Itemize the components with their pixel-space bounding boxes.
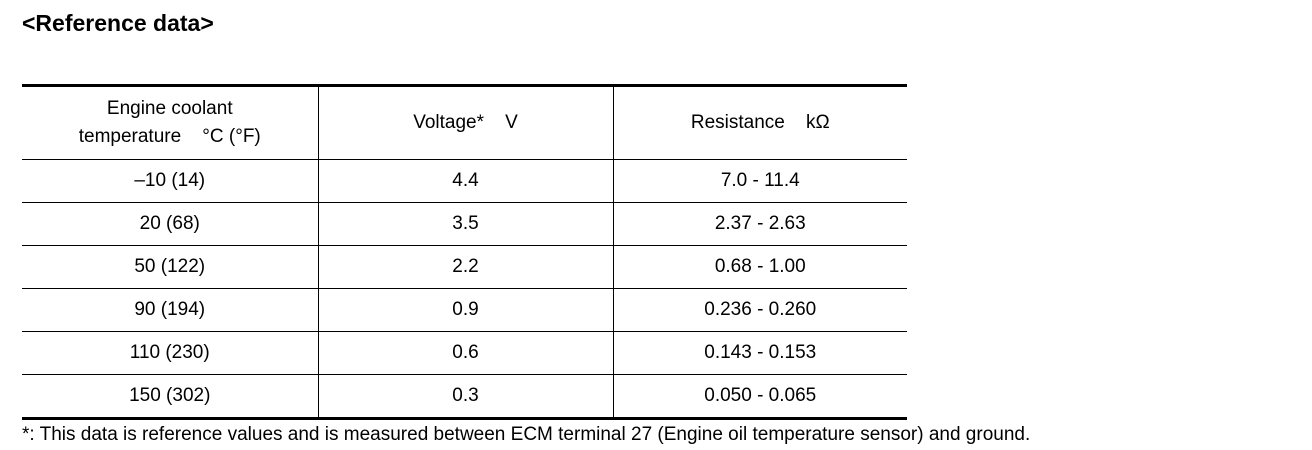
footnote: *: This data is reference values and is … — [22, 424, 1031, 445]
table-row: 150 (302) 0.3 0.050 - 0.065 — [22, 374, 907, 420]
voltage-cell: 0.6 — [317, 331, 613, 375]
temperature-cell: –10 (14) — [22, 159, 318, 203]
temperature-column-header: Engine coolant temperature °C (°F) — [22, 84, 318, 160]
table-row: 50 (122) 2.2 0.68 - 1.00 — [22, 245, 907, 289]
resistance-cell: 2.37 - 2.63 — [612, 202, 907, 246]
voltage-cell: 0.9 — [317, 288, 613, 332]
voltage-cell: 4.4 — [317, 159, 613, 203]
table-row: –10 (14) 4.4 7.0 - 11.4 — [22, 159, 907, 203]
page-title: <Reference data> — [22, 10, 214, 36]
voltage-cell: 3.5 — [317, 202, 613, 246]
reference-data-table: Engine coolant temperature °C (°F) Volta… — [22, 84, 907, 420]
resistance-cell: 0.236 - 0.260 — [612, 288, 907, 332]
voltage-cell: 0.3 — [317, 374, 613, 420]
voltage-cell: 2.2 — [317, 245, 613, 289]
resistance-cell: 7.0 - 11.4 — [612, 159, 907, 203]
temperature-cell: 50 (122) — [22, 245, 318, 289]
table-row: 110 (230) 0.6 0.143 - 0.153 — [22, 331, 907, 375]
temperature-cell: 90 (194) — [22, 288, 318, 332]
temperature-header-line1: Engine coolant — [106, 98, 233, 119]
resistance-column-header: Resistance kΩ — [612, 84, 907, 160]
resistance-cell: 0.68 - 1.00 — [612, 245, 907, 289]
resistance-cell: 0.050 - 0.065 — [612, 374, 907, 420]
temperature-cell: 110 (230) — [22, 331, 318, 375]
temperature-header-line2: temperature °C (°F) — [78, 126, 261, 147]
temperature-cell: 150 (302) — [22, 374, 318, 420]
table-row: 20 (68) 3.5 2.37 - 2.63 — [22, 202, 907, 246]
table-row: 90 (194) 0.9 0.236 - 0.260 — [22, 288, 907, 332]
resistance-cell: 0.143 - 0.153 — [612, 331, 907, 375]
voltage-column-header: Voltage* V — [317, 84, 613, 160]
table-header-row: Engine coolant temperature °C (°F) Volta… — [22, 84, 907, 160]
temperature-cell: 20 (68) — [22, 202, 318, 246]
